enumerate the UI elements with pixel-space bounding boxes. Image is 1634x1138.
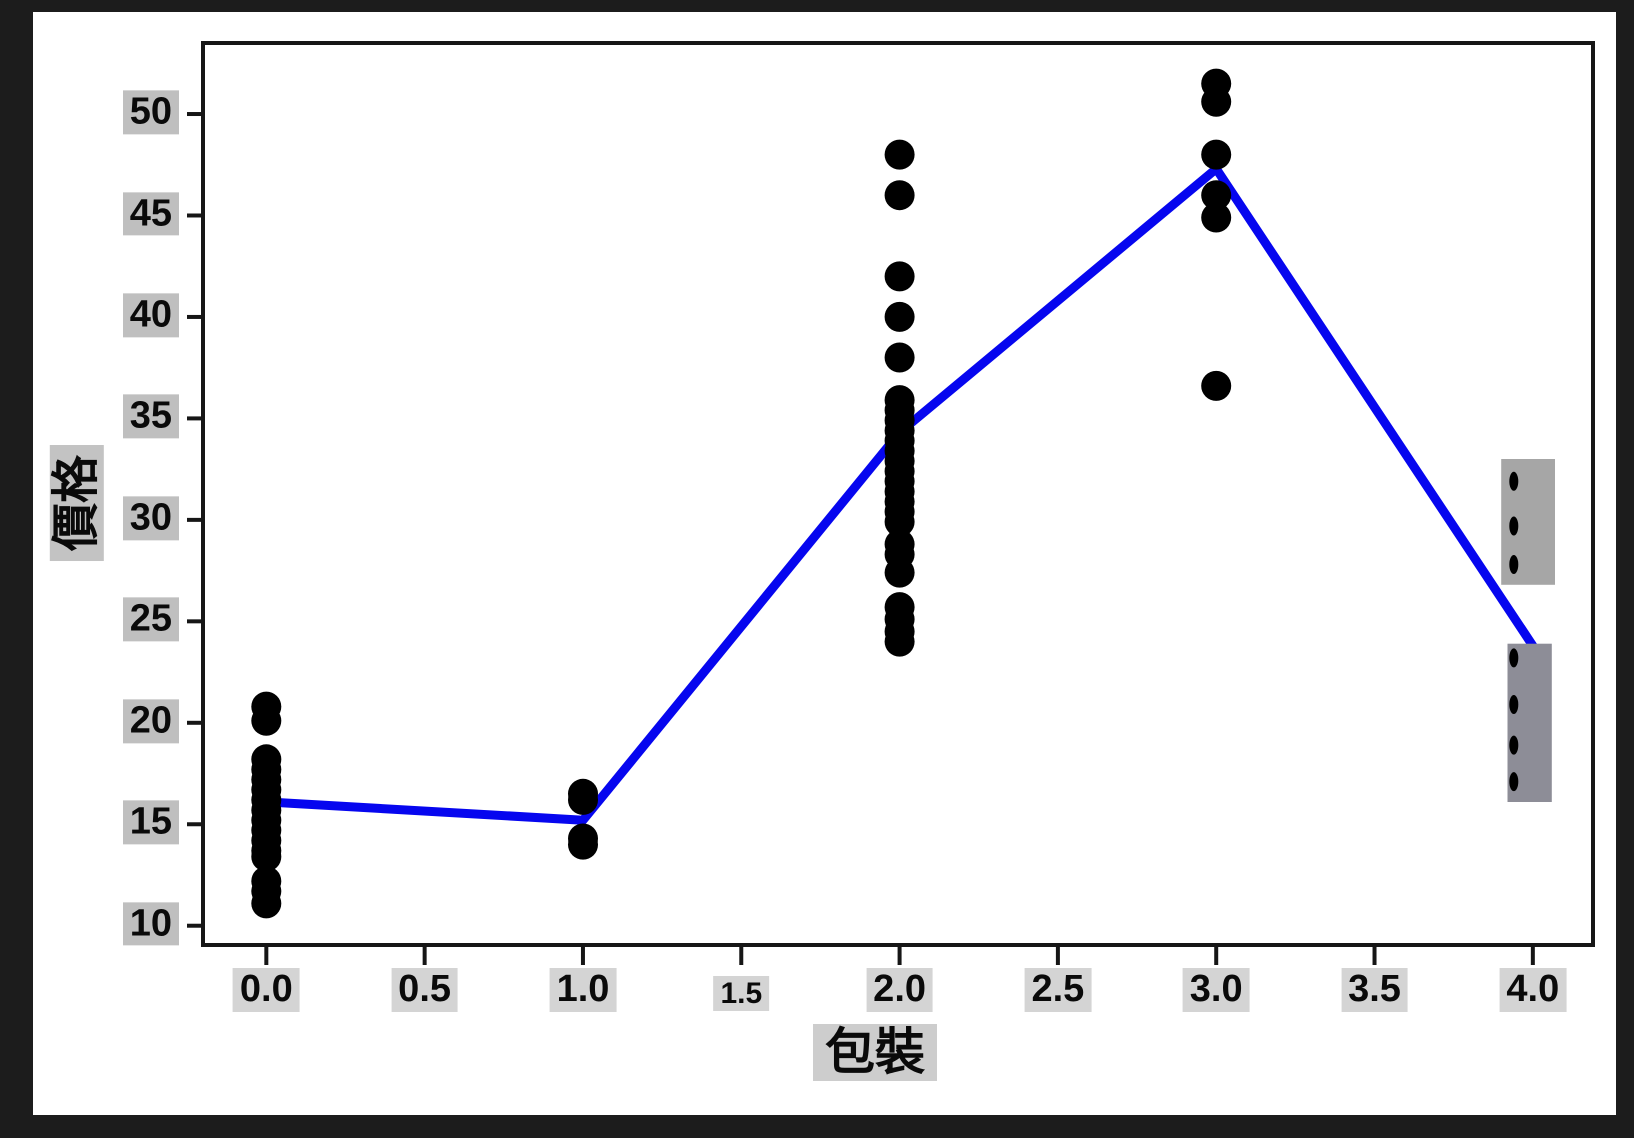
overlay-dot [1509,735,1519,755]
scatter-point [1201,202,1232,233]
scatter-point [884,261,915,292]
y-tick-label: 15 [122,800,179,845]
y-tick-label: 30 [122,496,179,541]
overlay-dot [1509,648,1519,668]
y-tick-label: 35 [122,394,179,439]
scatter-point [884,180,915,211]
x-tick-label: 2.5 [1024,968,1092,1012]
scatter-point [884,506,915,537]
gray-box-top [1501,459,1555,585]
x-tick-label: 1.0 [549,968,617,1012]
x-tick-label: 4.0 [1499,968,1567,1012]
scatter-point [884,301,915,332]
overlay-dot [1509,471,1519,491]
y-tick-label: 40 [122,293,179,338]
x-tick-label: 1.5 [713,976,770,1011]
y-tick-label: 20 [122,699,179,743]
scatter-point [568,784,598,815]
overlay-dot [1509,695,1519,714]
y-tick-label: 50 [122,90,179,135]
x-tick-label: 0.0 [232,968,300,1012]
x-tick-label: 0.5 [391,968,459,1012]
overlay-dot [1509,516,1519,536]
scatter-point [251,841,282,872]
overlay-dot [1509,772,1519,792]
y-tick-label: 45 [122,191,179,236]
scatter-point [568,829,598,860]
scatter-point [251,888,282,919]
x-tick-label: 3.5 [1341,968,1408,1012]
scatter-point [1201,86,1232,117]
y-tick-label: 10 [122,902,179,946]
plot-svg [187,41,1595,965]
scatter-point [884,626,915,657]
x-axis-title: 包裝 [813,1024,937,1081]
overlay-dot [1509,555,1519,574]
scatter-point [884,557,915,588]
y-tick-label: 25 [122,597,179,642]
scatter-point [1201,180,1232,211]
scatter-point [884,139,915,170]
scatter-point [1201,370,1232,401]
scatter-point [1201,139,1232,170]
scatter-point [251,705,282,736]
figure: 價格 包裝 10 15 20 25 30 35 40 45 50 0.0 0.5 1.0 1.5 2.0 2… [33,12,1616,1115]
x-tick-label: 3.0 [1182,968,1250,1012]
scatter-point [884,342,915,373]
y-axis-title: 價格 [49,444,105,562]
x-tick-label: 2.0 [866,968,934,1012]
